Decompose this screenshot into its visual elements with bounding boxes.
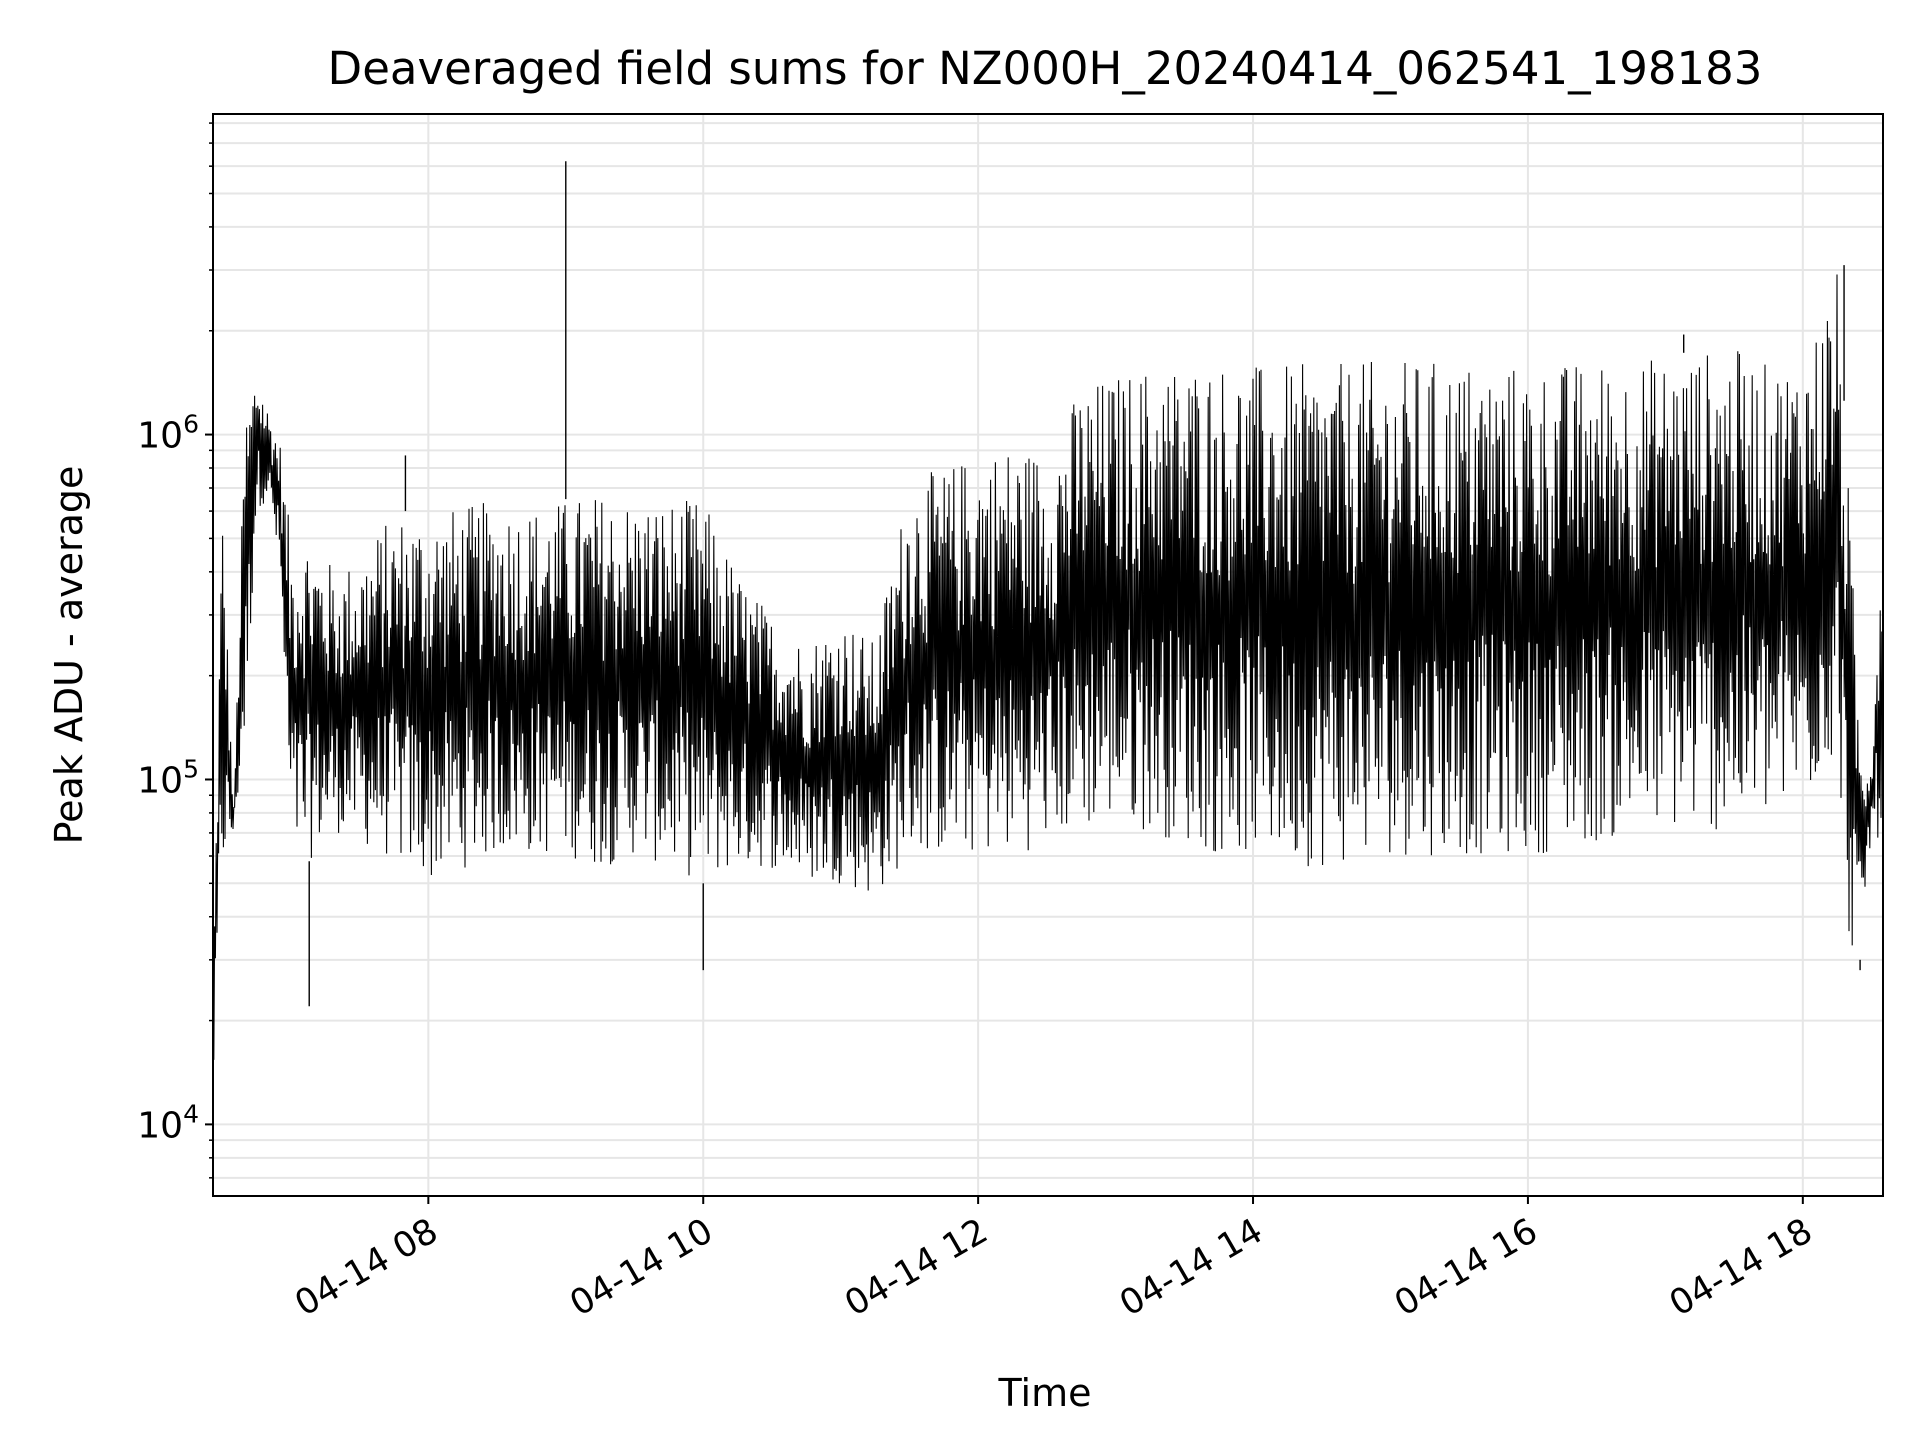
x-axis-label: Time: [998, 1371, 1092, 1415]
y-axis-ticks: 104 105 106: [137, 122, 213, 1179]
series-line: [212, 161, 1884, 1060]
plot-frame: [212, 113, 1884, 1197]
y-tick-label: 104: [137, 1099, 199, 1146]
chart-title: Deaveraged field sums for NZ000H_2024041…: [328, 42, 1763, 95]
y-tick-label: 106: [137, 410, 199, 457]
y-tick-label: 105: [137, 754, 199, 801]
series-trace: [212, 274, 1884, 1060]
y-axis-label: Peak ADU - average: [47, 466, 91, 845]
